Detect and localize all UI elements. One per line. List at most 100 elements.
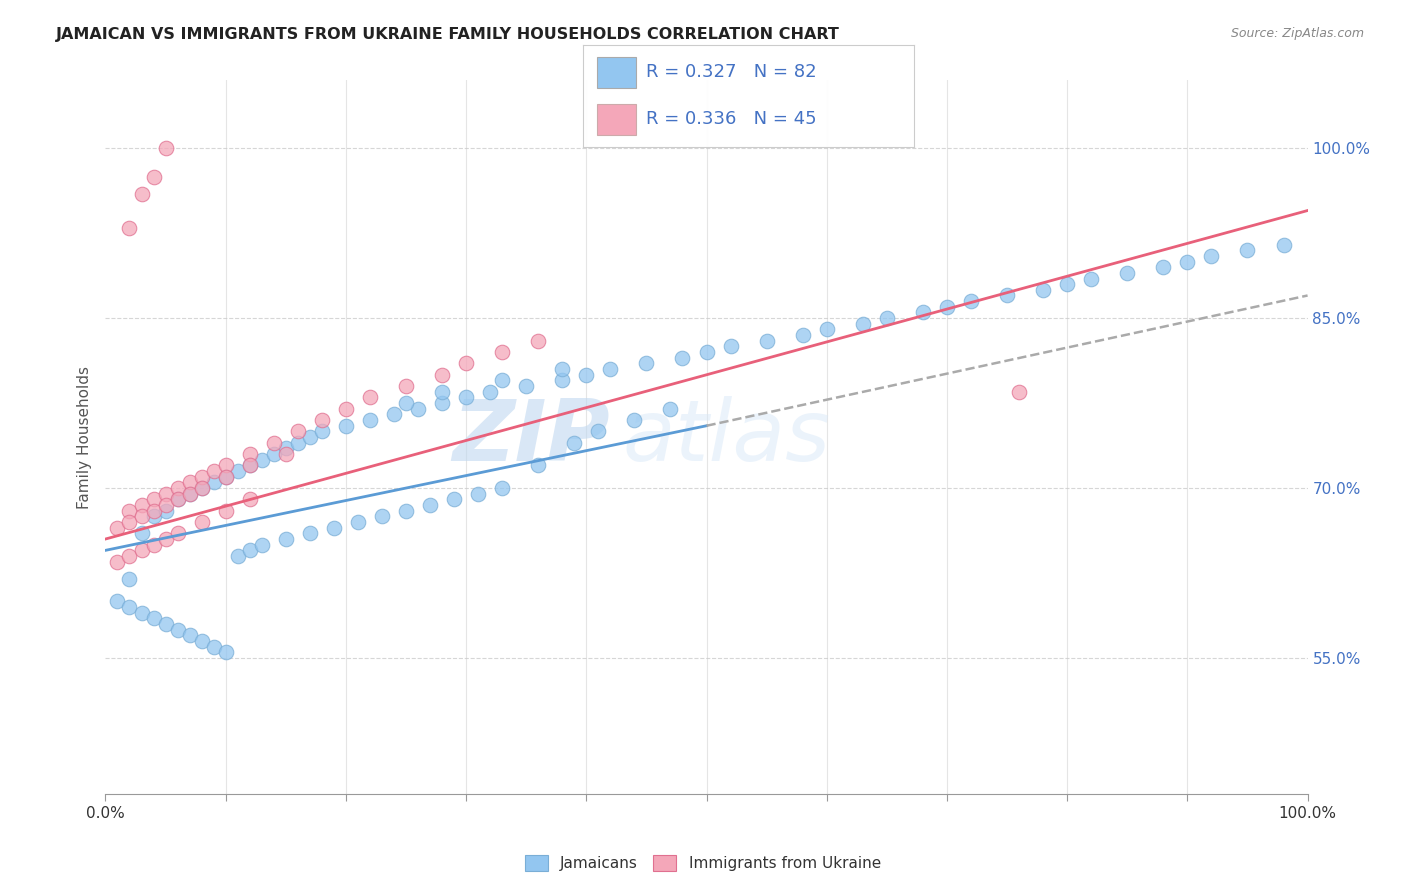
Point bbox=[263, 435, 285, 450]
Point bbox=[142, 504, 165, 518]
Point bbox=[142, 611, 165, 625]
Point bbox=[1152, 260, 1174, 275]
Text: ZIP: ZIP bbox=[453, 395, 610, 479]
Point bbox=[155, 617, 177, 632]
Point bbox=[359, 413, 381, 427]
Point bbox=[287, 435, 309, 450]
Point bbox=[166, 492, 188, 507]
Point bbox=[659, 401, 682, 416]
Point bbox=[155, 498, 177, 512]
Point bbox=[287, 425, 309, 439]
Point bbox=[155, 486, 177, 500]
Point bbox=[179, 475, 201, 490]
Point bbox=[131, 606, 153, 620]
Point bbox=[142, 509, 165, 524]
Point bbox=[190, 481, 212, 495]
Point bbox=[335, 401, 357, 416]
Point bbox=[1272, 237, 1295, 252]
Point bbox=[131, 509, 153, 524]
Point bbox=[166, 623, 188, 637]
Point bbox=[467, 486, 489, 500]
Point bbox=[214, 504, 236, 518]
Point bbox=[960, 294, 983, 309]
Point bbox=[118, 599, 141, 614]
Point bbox=[382, 408, 405, 422]
Text: R = 0.336   N = 45: R = 0.336 N = 45 bbox=[647, 111, 817, 128]
Point bbox=[226, 549, 249, 563]
Point bbox=[214, 458, 236, 473]
Point bbox=[214, 645, 236, 659]
Point bbox=[1056, 277, 1078, 292]
Point bbox=[131, 498, 153, 512]
Point bbox=[852, 317, 875, 331]
Text: JAMAICAN VS IMMIGRANTS FROM UKRAINE FAMILY HOUSEHOLDS CORRELATION CHART: JAMAICAN VS IMMIGRANTS FROM UKRAINE FAMI… bbox=[56, 27, 841, 42]
Point bbox=[575, 368, 598, 382]
Point bbox=[359, 391, 381, 405]
Point bbox=[491, 374, 513, 388]
Point bbox=[1236, 243, 1258, 257]
Point bbox=[190, 634, 212, 648]
Point bbox=[179, 486, 201, 500]
Point bbox=[454, 391, 477, 405]
Point bbox=[202, 464, 225, 478]
Point bbox=[562, 435, 585, 450]
Point bbox=[250, 452, 273, 467]
Point bbox=[118, 549, 141, 563]
Legend: Jamaicans, Immigrants from Ukraine: Jamaicans, Immigrants from Ukraine bbox=[520, 850, 886, 875]
Point bbox=[239, 447, 262, 461]
Point bbox=[214, 469, 236, 483]
Point bbox=[623, 413, 645, 427]
Point bbox=[395, 379, 418, 393]
Point bbox=[202, 475, 225, 490]
Text: R = 0.327   N = 82: R = 0.327 N = 82 bbox=[647, 63, 817, 81]
Point bbox=[1116, 266, 1139, 280]
Point bbox=[190, 481, 212, 495]
Point bbox=[491, 345, 513, 359]
Point bbox=[155, 141, 177, 155]
Point bbox=[226, 464, 249, 478]
Point bbox=[419, 498, 441, 512]
Point bbox=[322, 521, 344, 535]
Point bbox=[155, 532, 177, 546]
FancyBboxPatch shape bbox=[596, 57, 637, 87]
Point bbox=[1175, 254, 1198, 268]
Point bbox=[202, 640, 225, 654]
Point bbox=[155, 504, 177, 518]
FancyBboxPatch shape bbox=[596, 104, 637, 135]
Point bbox=[118, 220, 141, 235]
Point bbox=[911, 305, 934, 319]
Point bbox=[142, 538, 165, 552]
Text: Source: ZipAtlas.com: Source: ZipAtlas.com bbox=[1230, 27, 1364, 40]
Point bbox=[371, 509, 394, 524]
Y-axis label: Family Households: Family Households bbox=[76, 366, 91, 508]
Point bbox=[430, 384, 453, 399]
Point bbox=[395, 396, 418, 410]
Point bbox=[118, 515, 141, 529]
Point bbox=[443, 492, 465, 507]
Point bbox=[131, 526, 153, 541]
Point bbox=[551, 374, 574, 388]
Point bbox=[118, 504, 141, 518]
Point bbox=[239, 543, 262, 558]
Point bbox=[335, 418, 357, 433]
Point bbox=[190, 469, 212, 483]
Point bbox=[430, 396, 453, 410]
Point bbox=[1008, 384, 1031, 399]
Point bbox=[876, 311, 898, 326]
Point bbox=[1201, 249, 1223, 263]
Point bbox=[166, 492, 188, 507]
Point bbox=[166, 481, 188, 495]
Point bbox=[527, 458, 550, 473]
Point bbox=[190, 515, 212, 529]
Point bbox=[118, 572, 141, 586]
Point bbox=[107, 555, 129, 569]
Point bbox=[491, 481, 513, 495]
Point bbox=[395, 504, 418, 518]
Point bbox=[599, 362, 621, 376]
Point bbox=[131, 186, 153, 201]
Point bbox=[166, 526, 188, 541]
Point bbox=[239, 458, 262, 473]
Point bbox=[239, 458, 262, 473]
Point bbox=[454, 356, 477, 370]
Point bbox=[636, 356, 658, 370]
